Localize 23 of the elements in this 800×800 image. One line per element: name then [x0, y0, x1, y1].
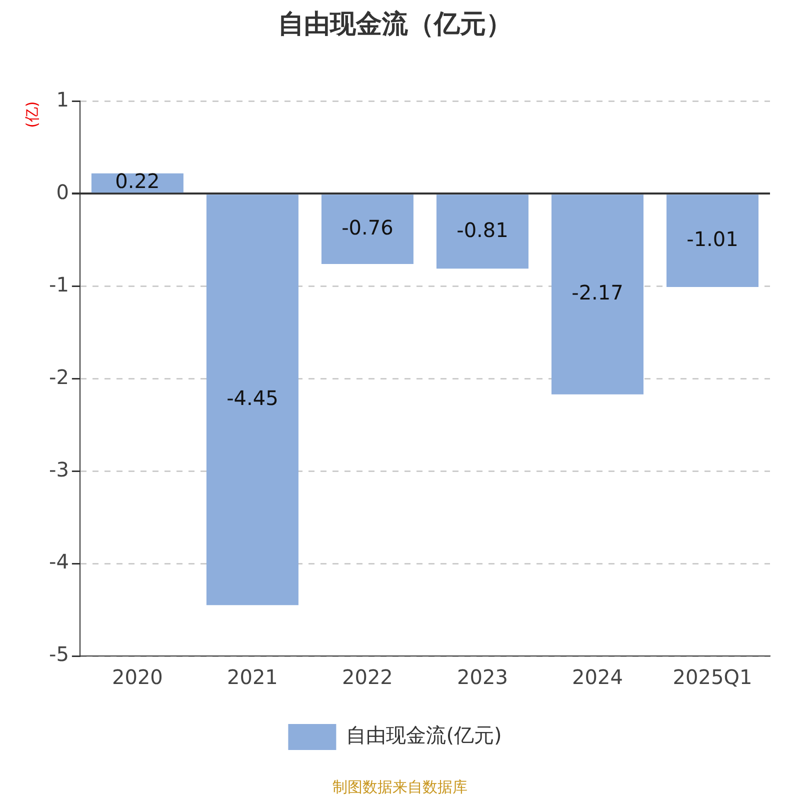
- y-tick-label: 0: [56, 180, 69, 204]
- y-tick-label: -4: [48, 550, 69, 574]
- x-tick-label: 2020: [112, 665, 163, 690]
- y-tick-label: 1: [56, 87, 69, 112]
- data-label: -0.76: [342, 216, 394, 240]
- x-tick-label: 2021: [227, 665, 278, 690]
- y-axis-title: (亿): [22, 101, 41, 128]
- data-label: -4.45: [226, 386, 278, 410]
- y-tick-label: -5: [48, 642, 69, 666]
- x-tick-label: 2024: [572, 665, 623, 690]
- x-tick-label: 2023: [457, 665, 508, 690]
- data-label: 0.22: [115, 169, 160, 194]
- y-tick-label: -3: [48, 457, 69, 482]
- data-label: -0.81: [456, 218, 508, 242]
- chart-title: 自由现金流（亿元）: [278, 9, 512, 40]
- data-label: -1.01: [686, 227, 738, 252]
- legend-label: 自由现金流(亿元): [346, 723, 502, 748]
- x-tick-label: 2025Q1: [672, 665, 752, 690]
- y-tick-label: -1: [48, 272, 69, 296]
- text: 制图数据来自数据库: [332, 778, 468, 796]
- x-tick-label: 2022: [342, 665, 393, 690]
- data-label: -2.17: [572, 280, 624, 305]
- y-tick-label: -2: [48, 364, 69, 389]
